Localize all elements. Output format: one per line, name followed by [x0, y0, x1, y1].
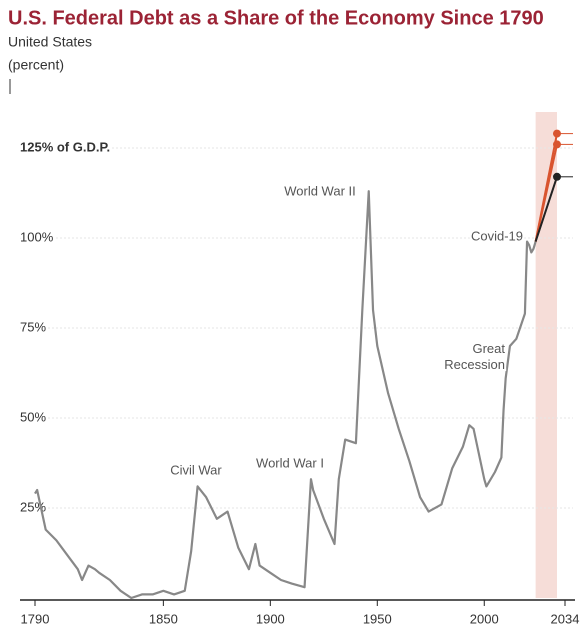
y-tick-label: 125% of G.D.P.: [20, 139, 110, 154]
series-line: [534, 144, 558, 242]
projection-band: [535, 112, 557, 598]
chart-subtitle: United States: [8, 34, 92, 50]
series-line: [534, 176, 558, 242]
x-tick-label: 1950: [363, 611, 392, 626]
x-tick-label: 2034: [551, 611, 580, 626]
series-line: [34, 190, 537, 600]
y-tick-label: 50%: [20, 409, 46, 424]
x-tick-label: 1900: [256, 611, 285, 626]
unit-label: (percent): [8, 57, 64, 73]
annotation: Covid-19: [471, 228, 523, 243]
end-dot: [553, 129, 561, 138]
chart-title: U.S. Federal Debt as a Share of the Econ…: [8, 7, 544, 29]
x-tick-label: 2000: [470, 611, 499, 626]
annotation: Civil War: [170, 462, 222, 477]
x-tick-label: 1790: [21, 611, 50, 626]
y-tick-label: 100%: [20, 229, 54, 244]
annotation: World War I: [256, 455, 324, 470]
annotation: World War II: [284, 183, 356, 198]
x-tick-label: 1850: [149, 611, 178, 626]
annotation: Great Recession: [444, 341, 505, 372]
y-tick-label: 75%: [20, 319, 46, 334]
end-dot: [553, 172, 561, 181]
end-dot: [553, 140, 561, 149]
